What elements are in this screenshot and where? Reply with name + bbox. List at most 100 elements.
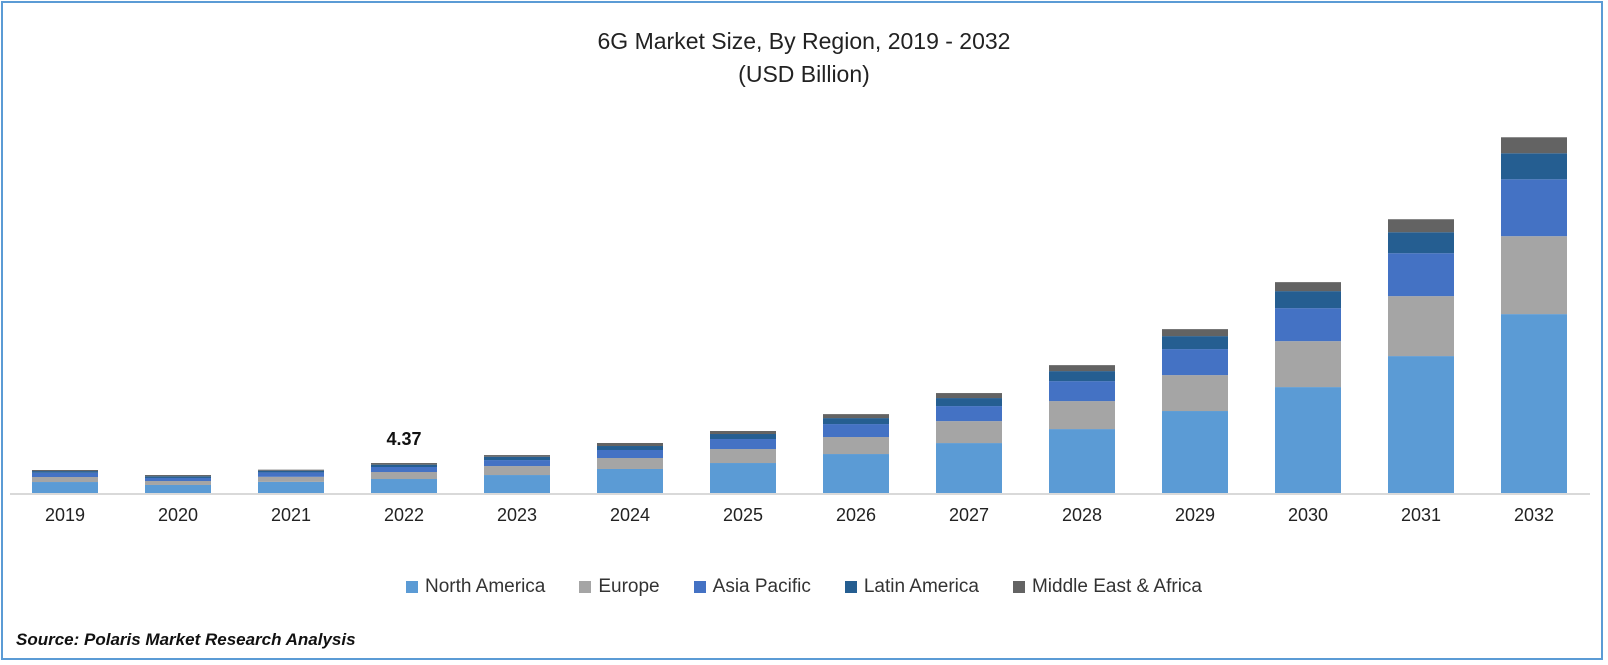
bar-segment-asia-pacific-2026: [823, 424, 889, 438]
bar-segment-north-america-2023: [484, 475, 550, 493]
x-tick-label: 2028: [1062, 505, 1102, 525]
bar-segment-middle-east-africa-2023: [484, 455, 550, 457]
bar-segment-europe-2031: [1388, 296, 1454, 357]
bar-segment-europe-2030: [1275, 341, 1341, 388]
bar-segment-europe-2028: [1049, 401, 1115, 430]
bar-segment-north-america-2031: [1388, 356, 1454, 493]
bar-segment-middle-east-africa-2022: [371, 463, 437, 465]
data-label: 4.37: [386, 429, 421, 449]
bar-segment-asia-pacific-2019: [32, 472, 98, 478]
x-tick-label: 2024: [610, 505, 650, 525]
bar-segment-latin-america-2025: [710, 434, 776, 440]
x-tick-label: 2020: [158, 505, 198, 525]
bar-segment-asia-pacific-2032: [1501, 179, 1567, 237]
bar-segment-north-america-2024: [597, 468, 663, 493]
bar-segment-middle-east-africa-2025: [710, 430, 776, 435]
bar-segment-middle-east-africa-2030: [1275, 282, 1341, 292]
bar-segment-asia-pacific-2022: [371, 467, 437, 473]
bar-segment-asia-pacific-2025: [710, 439, 776, 450]
bar-segment-latin-america-2032: [1501, 153, 1567, 180]
bar-segment-north-america-2021: [258, 481, 324, 493]
bar-segment-asia-pacific-2027: [936, 406, 1002, 422]
bar-segment-latin-america-2024: [597, 446, 663, 450]
bar-segment-latin-america-2029: [1162, 336, 1228, 350]
legend-label: Europe: [598, 576, 660, 597]
bar-segment-asia-pacific-2029: [1162, 349, 1228, 376]
bar-segment-north-america-2025: [710, 463, 776, 493]
legend-label: North America: [424, 576, 546, 597]
x-tick-label: 2026: [836, 505, 876, 525]
x-tick-label: 2032: [1514, 505, 1554, 525]
bar-segment-latin-america-2027: [936, 398, 1002, 407]
bar-segment-middle-east-africa-2031: [1388, 219, 1454, 233]
x-tick-label: 2029: [1175, 505, 1215, 525]
bar-segment-asia-pacific-2031: [1388, 253, 1454, 297]
legend-label: Latin America: [863, 576, 979, 597]
bar-segment-asia-pacific-2021: [258, 472, 324, 477]
bar-segment-europe-2021: [258, 476, 324, 482]
source-note: Source: Polaris Market Research Analysis: [16, 630, 356, 649]
bar-segment-middle-east-africa-2024: [597, 442, 663, 447]
bar-segment-asia-pacific-2024: [597, 449, 663, 459]
x-tick-label: 2019: [45, 505, 85, 525]
legend: North America Europe Asia Pacific Latin Ame…: [0, 576, 1608, 598]
bar-segment-latin-america-2020: [145, 476, 211, 478]
bar-segment-middle-east-africa-2019: [32, 470, 98, 472]
bar-segment-north-america-2019: [32, 482, 98, 493]
x-tick-label: 2025: [723, 505, 763, 525]
bar-segment-asia-pacific-2030: [1275, 308, 1341, 342]
bar-segment-north-america-2029: [1162, 411, 1228, 493]
legend-item: North America: [405, 576, 546, 598]
bar-segment-europe-2027: [936, 421, 1002, 444]
x-tick-label: 2023: [497, 505, 537, 525]
legend-swatch: [693, 581, 706, 593]
chart-subtitle: (USD Billion): [738, 61, 870, 87]
bar-segment-asia-pacific-2020: [145, 477, 211, 481]
bar-segment-middle-east-africa-2032: [1501, 137, 1567, 154]
legend-swatch: [844, 581, 857, 593]
bar-segment-europe-2022: [371, 472, 437, 480]
bar-segment-europe-2026: [823, 437, 889, 455]
bar-segment-north-america-2026: [823, 454, 889, 493]
bar-segment-latin-america-2028: [1049, 371, 1115, 382]
legend-swatch: [579, 581, 592, 593]
bar-segment-north-america-2032: [1501, 314, 1567, 493]
bar-segment-latin-america-2021: [258, 470, 324, 473]
bar-segment-europe-2019: [32, 477, 98, 483]
bar-segment-europe-2024: [597, 458, 663, 469]
bar-segment-europe-2029: [1162, 375, 1228, 412]
legend-item: Latin America: [844, 576, 979, 598]
bar-segment-north-america-2030: [1275, 387, 1341, 493]
x-tick-label: 2031: [1401, 505, 1441, 525]
bar-segment-latin-america-2019: [32, 471, 98, 473]
bar-segment-latin-america-2026: [823, 418, 889, 425]
bar-segment-latin-america-2031: [1388, 232, 1454, 254]
bar-segment-latin-america-2022: [371, 464, 437, 468]
bar-segment-europe-2025: [710, 449, 776, 464]
bar-segment-north-america-2027: [936, 443, 1002, 493]
bar-segment-asia-pacific-2028: [1049, 381, 1115, 402]
bar-segment-north-america-2020: [145, 484, 211, 493]
bar-segment-north-america-2028: [1049, 429, 1115, 493]
bar-segment-middle-east-africa-2026: [823, 414, 889, 419]
bar-segment-middle-east-africa-2028: [1049, 365, 1115, 372]
legend-swatch: [1012, 581, 1025, 593]
bar-segment-middle-east-africa-2020: [145, 475, 211, 477]
bar-segment-europe-2023: [484, 466, 550, 476]
legend-swatch: [405, 581, 418, 593]
bar-segment-asia-pacific-2023: [484, 460, 550, 467]
legend-label: Asia Pacific: [712, 576, 811, 597]
chart-title: 6G Market Size, By Region, 2019 - 2032: [597, 28, 1011, 54]
bar-segment-middle-east-africa-2027: [936, 393, 1002, 399]
x-tick-label: 2030: [1288, 505, 1328, 525]
x-tick-label: 2027: [949, 505, 989, 525]
bar-segment-latin-america-2030: [1275, 291, 1341, 309]
bar-segment-europe-2032: [1501, 236, 1567, 315]
bar-segment-middle-east-africa-2021: [258, 469, 324, 471]
bar-segment-middle-east-africa-2029: [1162, 329, 1228, 337]
legend-item: Middle East & Africa: [1012, 576, 1202, 598]
legend-item: Asia Pacific: [693, 576, 811, 598]
legend-label: Middle East & Africa: [1031, 576, 1202, 597]
